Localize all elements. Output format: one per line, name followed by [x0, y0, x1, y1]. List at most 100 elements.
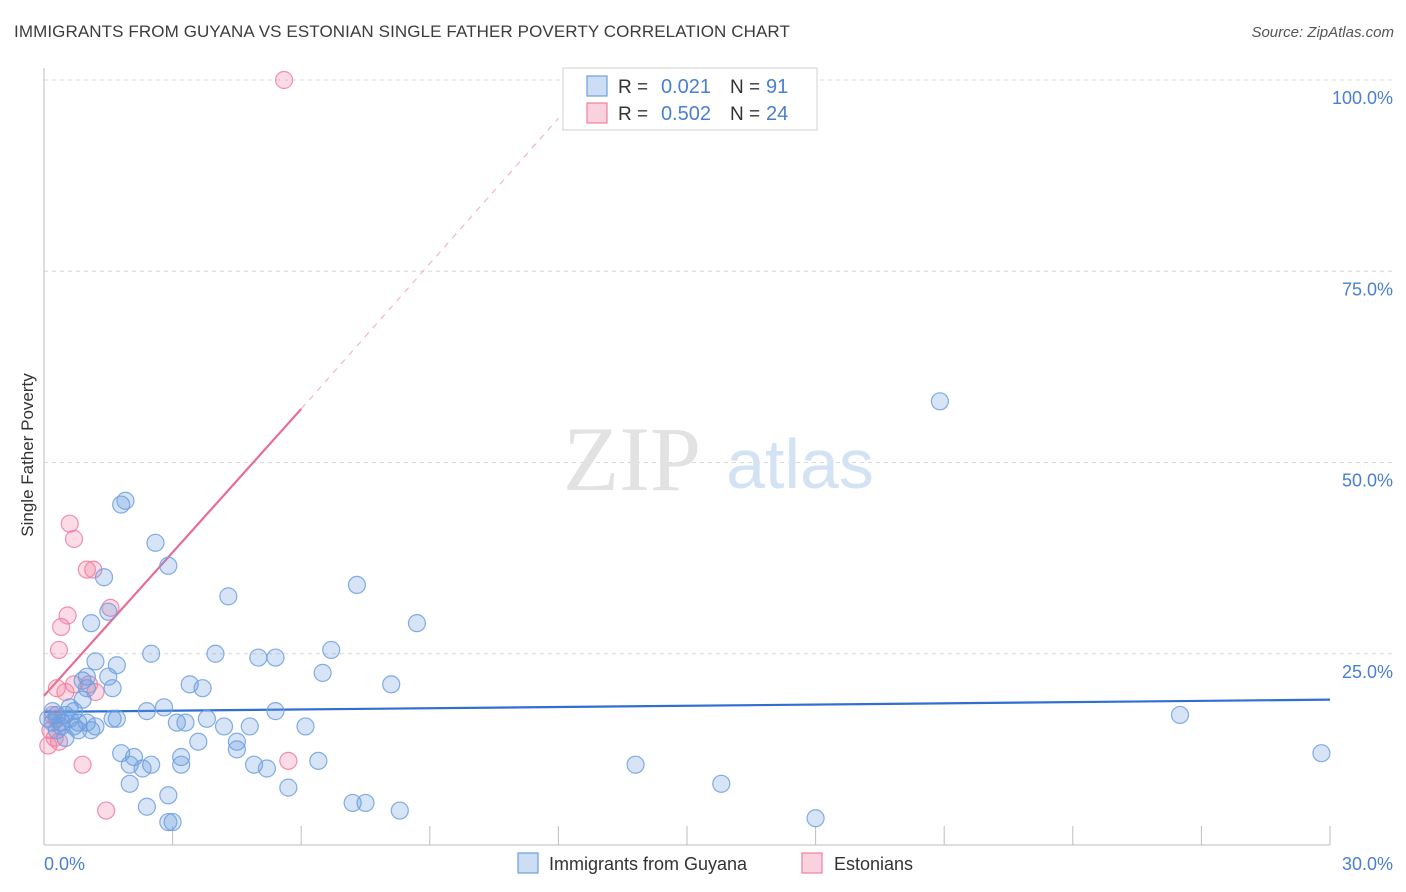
data-point-guyana	[107, 709, 126, 728]
data-point-guyana	[99, 602, 118, 621]
data-point-guyana	[806, 809, 825, 828]
data-point-guyana	[347, 575, 367, 595]
watermark-atlas: atlas	[726, 425, 874, 503]
data-point-guyana	[142, 644, 161, 663]
data-point-guyana	[197, 709, 216, 728]
data-point-estonians	[279, 751, 298, 770]
data-point-guyana	[103, 679, 122, 698]
data-point-guyana	[137, 702, 156, 721]
data-point-estonians	[64, 529, 84, 549]
series-legend: Immigrants from Guyana Estonians	[517, 852, 913, 874]
y-tick-label: 75.0%	[1342, 279, 1393, 299]
data-point-guyana	[94, 568, 114, 587]
data-point-guyana	[133, 759, 152, 778]
legend-n-label: N =	[730, 104, 760, 125]
legend-swatch	[586, 102, 608, 124]
data-point-guyana	[356, 793, 375, 813]
legend-label-estonians: Estonians	[834, 854, 913, 874]
data-point-guyana	[390, 801, 409, 820]
data-point-estonians	[52, 617, 71, 637]
data-point-guyana	[159, 786, 178, 805]
data-point-estonians	[97, 801, 116, 820]
y-tick-label: 25.0%	[1342, 662, 1393, 682]
source-credit: Source: ZipAtlas.com	[1251, 24, 1394, 41]
data-point-guyana	[176, 713, 195, 732]
data-point-guyana	[407, 614, 427, 633]
trend-lines	[43, 117, 1331, 713]
x-tick-label: 0.0%	[44, 854, 85, 874]
data-point-guyana	[309, 751, 328, 770]
data-point-guyana	[1170, 705, 1190, 725]
data-point-guyana	[172, 755, 191, 774]
data-point-guyana	[240, 717, 259, 736]
legend-swatch-estonians	[801, 852, 823, 874]
data-point-guyana	[214, 717, 234, 736]
stats-legend-box	[562, 67, 818, 131]
legend-n-label: N =	[730, 77, 760, 98]
data-point-guyana	[189, 732, 208, 751]
data-point-guyana	[163, 812, 182, 832]
stats-legend: R = 0.021 N = 91 R = 0.502 N = 24	[562, 67, 818, 131]
trend-line-estonians	[43, 408, 303, 697]
data-point-guyana	[343, 793, 362, 813]
data-point-guyana	[159, 812, 178, 832]
data-point-guyana	[137, 797, 156, 816]
data-point-guyana	[159, 556, 178, 575]
data-point-guyana	[313, 663, 332, 682]
data-point-guyana	[206, 644, 225, 663]
data-points	[39, 70, 1331, 832]
data-point-estonians	[60, 514, 79, 533]
data-point-guyana	[279, 778, 298, 797]
data-point-guyana	[626, 755, 645, 774]
data-point-guyana	[82, 614, 101, 633]
data-point-estonians	[49, 640, 69, 660]
data-point-guyana	[193, 679, 212, 698]
legend-r-label: R =	[618, 104, 648, 125]
gridlines	[44, 79, 1392, 655]
data-point-guyana	[1312, 744, 1331, 763]
data-point-guyana	[154, 698, 174, 717]
legend-r-value: 0.021	[661, 76, 711, 98]
data-point-guyana	[227, 740, 246, 759]
y-tick-label: 100.0%	[1332, 88, 1393, 108]
data-point-estonians	[73, 755, 92, 774]
data-point-guyana	[86, 717, 105, 736]
y-tick-label: 50.0%	[1342, 471, 1393, 491]
data-point-guyana	[103, 709, 122, 728]
trend-line-estonians-extrapolated	[300, 117, 559, 410]
data-point-guyana	[86, 652, 105, 671]
data-point-guyana	[266, 702, 285, 721]
data-point-estonians	[77, 560, 96, 579]
x-tick-label: 30.0%	[1342, 854, 1393, 874]
data-point-guyana	[322, 640, 341, 660]
data-point-guyana	[142, 755, 161, 774]
legend-r-label: R =	[618, 77, 648, 98]
data-point-guyana	[712, 774, 731, 793]
watermark: ZIP atlas	[563, 408, 874, 510]
data-point-guyana	[257, 759, 277, 778]
legend-r-value: 0.502	[661, 103, 711, 125]
chart-title: IMMIGRANTS FROM GUYANA VS ESTONIAN SINGL…	[14, 22, 790, 41]
data-point-guyana	[382, 675, 401, 694]
data-point-estonians	[274, 70, 294, 90]
legend-label-guyana: Immigrants from Guyana	[549, 854, 748, 874]
data-point-guyana	[107, 656, 126, 675]
legend-swatch	[586, 75, 608, 97]
legend-n-value: 24	[766, 103, 788, 125]
data-point-guyana	[73, 690, 92, 709]
data-point-guyana	[296, 717, 315, 736]
watermark-zip: ZIP	[563, 408, 701, 510]
tick-labels: 25.0% 50.0% 75.0% 100.0% 0.0% 30.0%	[44, 88, 1393, 874]
data-point-estonians	[58, 606, 77, 625]
data-point-estonians	[47, 679, 66, 698]
data-point-guyana	[146, 533, 165, 552]
data-point-guyana	[77, 667, 96, 686]
data-point-guyana	[249, 648, 268, 667]
data-point-guyana	[172, 747, 191, 767]
data-point-guyana	[266, 648, 285, 667]
legend-swatch-guyana	[517, 852, 539, 874]
data-point-guyana	[930, 392, 950, 411]
trend-line-guyana	[43, 698, 1331, 713]
data-point-guyana	[227, 732, 246, 751]
